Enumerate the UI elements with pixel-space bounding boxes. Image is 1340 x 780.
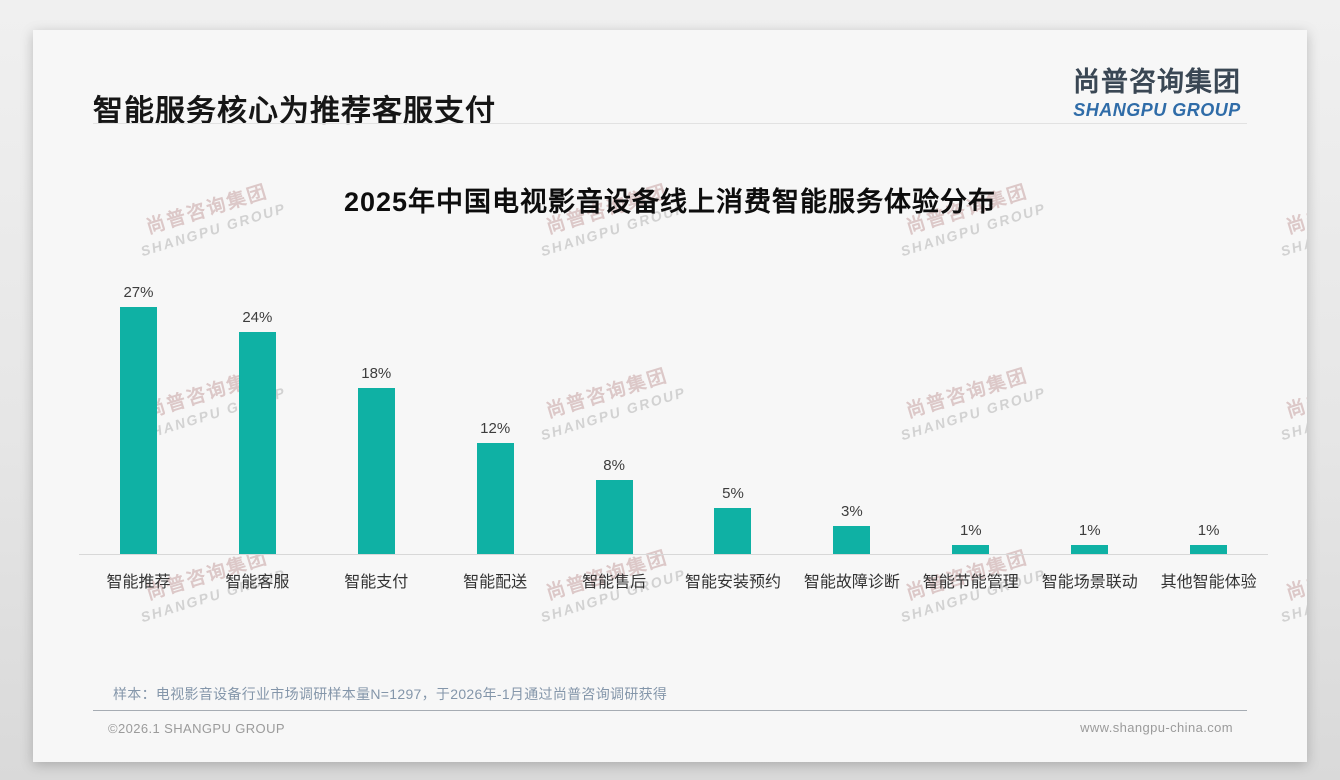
company-logo-en: SHANGPU GROUP: [1073, 100, 1241, 120]
watermark-en: SHANGPU GROUP: [1278, 384, 1307, 444]
website-url: www.shangpu-china.com: [1080, 720, 1233, 735]
bar-value-label: 12%: [480, 420, 511, 437]
watermark-zh: 尚普咨询集团: [1284, 547, 1307, 605]
bar: [357, 387, 395, 554]
category-label: 智能场景联动: [1041, 574, 1138, 591]
bar: [833, 526, 871, 554]
bar-column: 18%: [317, 284, 436, 554]
bar-column: 8%: [555, 284, 674, 554]
source-note: 样本：电视影音设备行业市场调研样本量N=1297，于2026年-1月通过尚普咨询…: [113, 686, 668, 702]
page-title: 智能服务核心为推荐客服支付: [93, 95, 496, 128]
chart-title: 2025年中国电视影音设备线上消费智能服务体验分布: [343, 187, 997, 217]
bar-value-label: 1%: [959, 521, 982, 539]
bar-column: 1%: [1149, 284, 1268, 554]
bar: [119, 307, 157, 554]
bar: [1190, 544, 1228, 554]
bar: [476, 443, 514, 554]
bar-column: 5%: [674, 284, 793, 554]
footer-divider: [93, 710, 1247, 711]
bar-column: 24%: [198, 284, 317, 554]
bar-plot: 27% 24% 18% 12% 8% 5% 3% 1% 1% 1%: [79, 284, 1268, 554]
category-label: 其他智能体验: [1160, 574, 1257, 591]
bar-value-label: 24%: [242, 309, 273, 326]
bar-value-label: 5%: [722, 484, 744, 502]
bar: [238, 332, 276, 554]
bar-column: 27%: [79, 284, 198, 554]
category-label: 智能节能管理: [922, 574, 1019, 591]
category-label: 智能故障诊断: [803, 574, 900, 591]
bar-column: 1%: [1030, 284, 1149, 554]
copyright-text: ©2026.1 SHANGPU GROUP: [108, 721, 285, 736]
bar-value-label: 27%: [123, 284, 154, 301]
bar-value-label: 8%: [603, 457, 625, 474]
company-logo: 尚普咨询集团 SHANGPU GROUP: [1073, 60, 1241, 121]
watermark-zh: 尚普咨询集团: [1284, 365, 1307, 423]
x-axis-line: [79, 554, 1268, 555]
category-axis: 智能推荐 智能客服 智能支付 智能配送 智能售后 智能安装预约 智能故障诊断 智能节能管理 智能…: [79, 568, 1268, 592]
slide-card: 尚普咨询集团 SHANGPU GROUP 尚普咨询集团 SHANGPU GROUP 尚普…: [33, 30, 1307, 762]
bar-column: 3%: [792, 284, 911, 554]
bar-value-label: 1%: [1078, 521, 1101, 539]
category-label: 智能配送: [463, 574, 528, 591]
header-divider: [93, 123, 1247, 124]
category-label: 智能安装预约: [684, 574, 781, 591]
company-logo-zh: 尚普咨询集团: [1073, 67, 1241, 97]
bar: [595, 480, 633, 554]
category-label: 智能支付: [344, 574, 409, 591]
category-label: 智能推荐: [106, 574, 171, 591]
bar-value-label: 3%: [841, 503, 863, 521]
bar-column: 12%: [436, 284, 555, 554]
watermark-en: SHANGPU GROUP: [1278, 566, 1307, 626]
bar-value-label: 1%: [1197, 521, 1220, 539]
category-label: 智能客服: [225, 574, 290, 591]
bar: [714, 507, 752, 554]
bar: [1071, 544, 1109, 554]
bar-column: 1%: [911, 284, 1030, 554]
bar-value-label: 18%: [361, 364, 392, 382]
category-label: 智能售后: [582, 574, 647, 591]
bar: [952, 544, 990, 554]
